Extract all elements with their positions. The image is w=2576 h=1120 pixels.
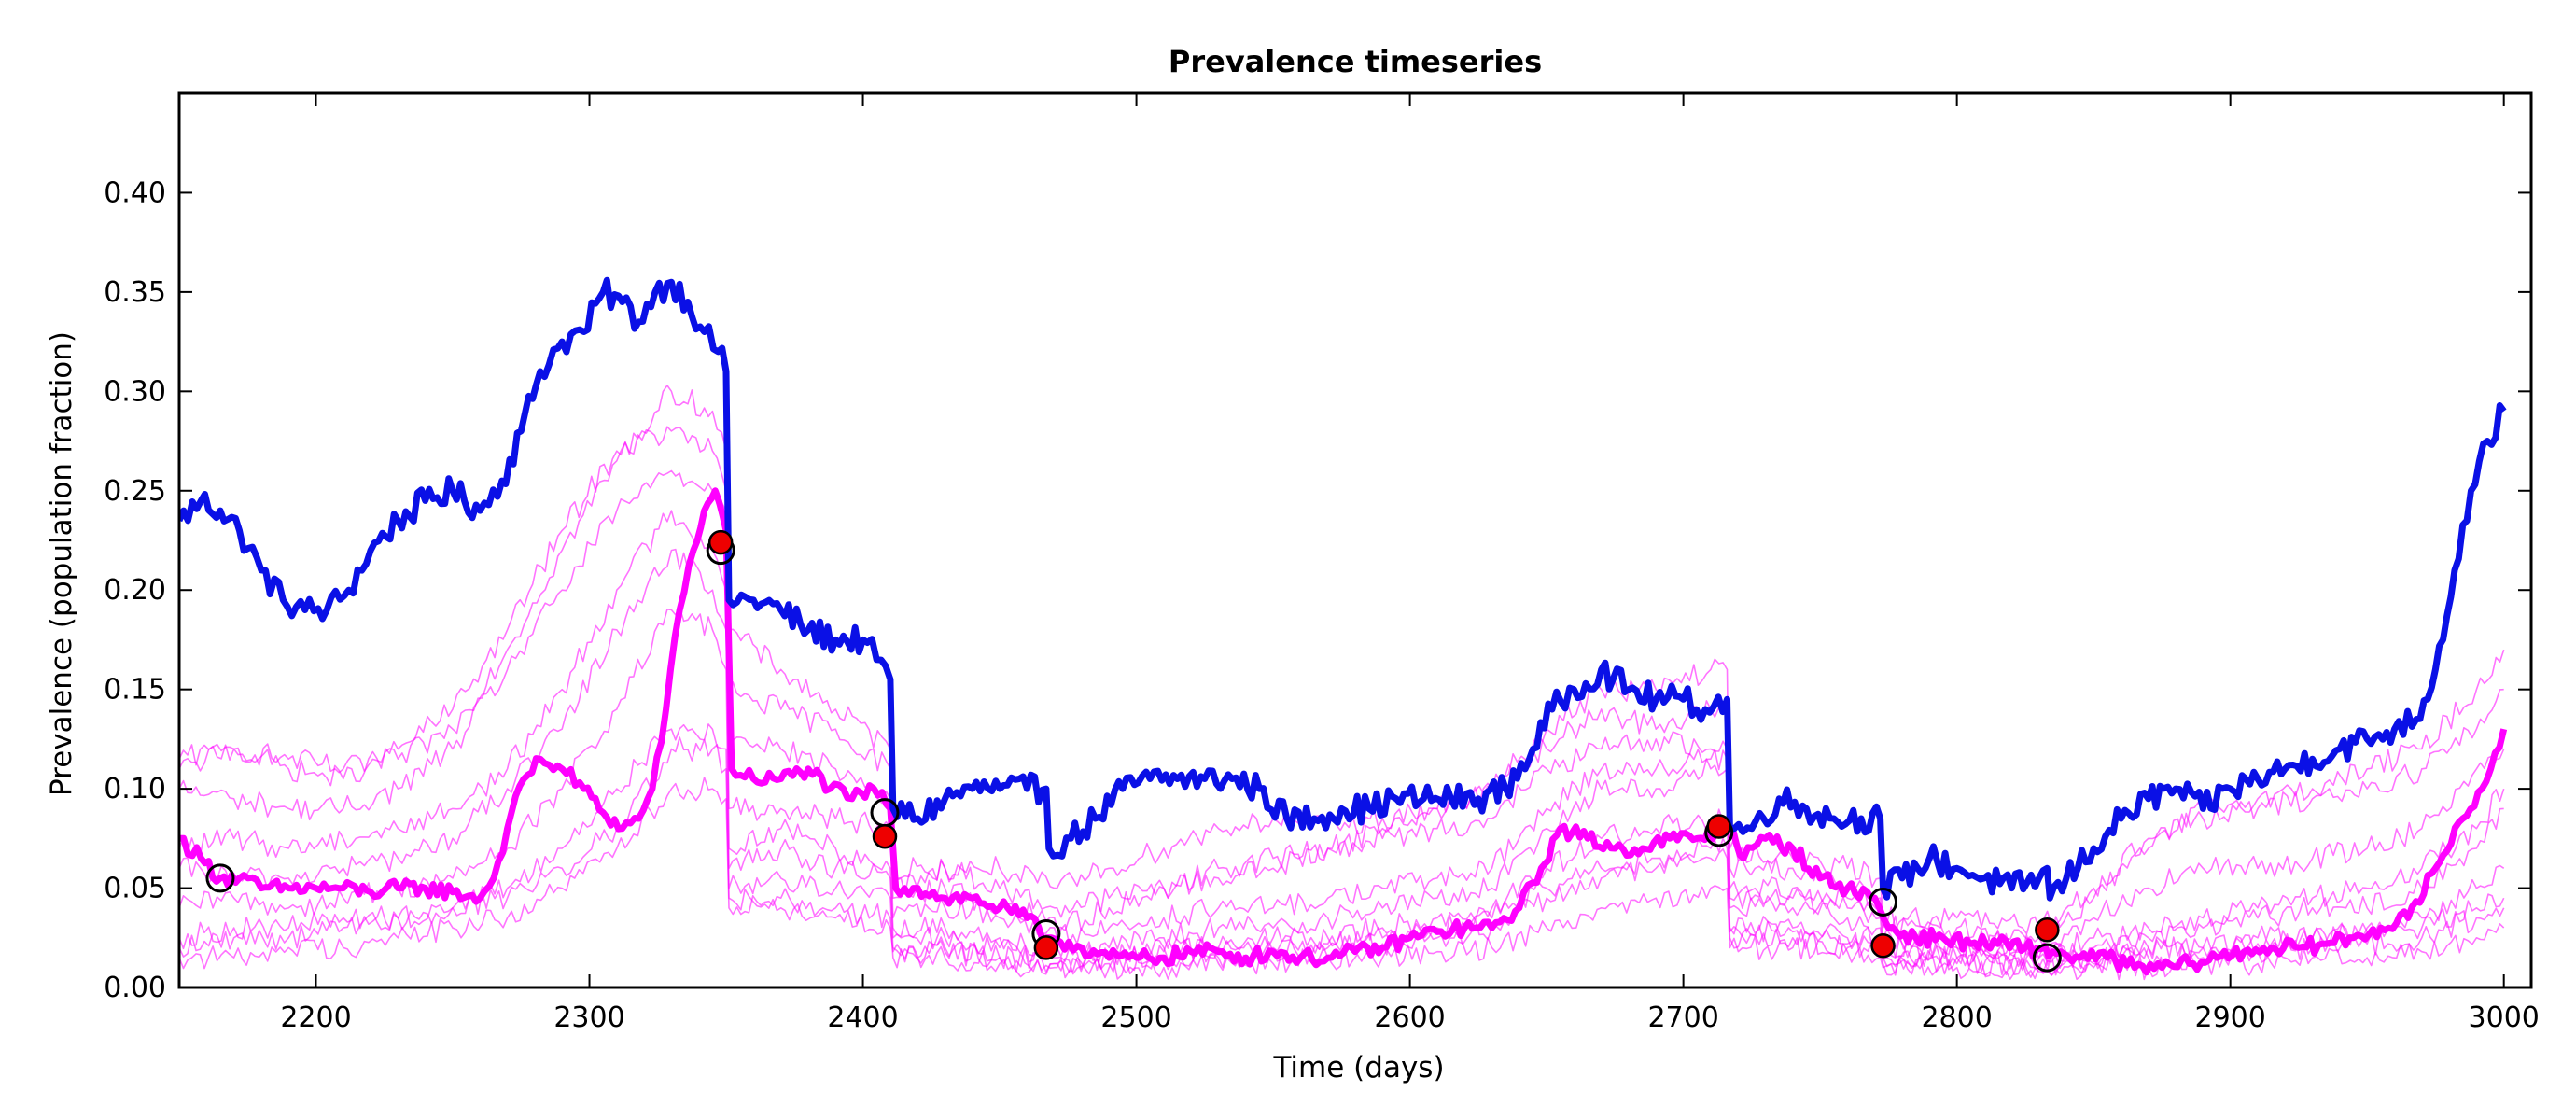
y-axis-label: Prevalence (population fraction): [45, 331, 78, 796]
x-tick-label: 2900: [2194, 1001, 2265, 1034]
chart-title: Prevalence timeseries: [1169, 44, 1542, 79]
series-line-thin-9: [179, 736, 2505, 975]
y-tick-label: 0.20: [104, 574, 166, 607]
y-tick-label: 0.00: [104, 972, 166, 1004]
series-layer: [179, 276, 2508, 981]
y-tick-label: 0.25: [104, 475, 166, 508]
marker-open-6: [1869, 887, 1898, 917]
marker-layer: [205, 529, 2062, 973]
x-tick-label: 2200: [280, 1001, 351, 1034]
marker-open-1: [205, 863, 235, 893]
x-tick-label: 2700: [1647, 1001, 1718, 1034]
series-line-total: [179, 276, 2507, 902]
plot-frame: [177, 91, 2533, 989]
marker-filled-4: [1706, 814, 1731, 839]
x-tick-label: 2400: [827, 1001, 898, 1034]
series-line-mean: [179, 487, 2508, 976]
y-tick-label: 0.15: [104, 674, 166, 707]
marker-filled-5: [1870, 933, 1896, 959]
series-line-thin-2: [179, 426, 2504, 935]
series-line-thin-1: [179, 385, 2505, 946]
marker-filled-6: [2035, 917, 2060, 943]
x-axis-label: Time (days): [1272, 1051, 1444, 1085]
x-tick-label: 2600: [1374, 1001, 1445, 1034]
series-line-thin-5: [179, 548, 2505, 962]
x-tick-label: 2800: [1921, 1001, 1992, 1034]
y-tick-label: 0.05: [104, 873, 166, 905]
series-line-thin-3: [179, 469, 2505, 957]
y-tick-label: 0.30: [104, 375, 166, 408]
marker-filled-3: [1033, 935, 1059, 960]
tick-layer: 2200 2300 2400 2500 2600 2700 2800 2900 3000 0.00…: [104, 93, 2540, 1034]
x-tick-label: 3000: [2469, 1001, 2540, 1034]
x-tick-label: 2300: [553, 1001, 624, 1034]
y-tick-label: 0.10: [104, 773, 166, 805]
marker-filled-1: [707, 529, 734, 555]
y-tick-label: 0.40: [104, 176, 166, 209]
marker-open-7: [2032, 943, 2062, 973]
y-tick-label: 0.35: [104, 276, 166, 309]
x-tick-label: 2500: [1100, 1001, 1171, 1034]
marker-filled-2: [872, 823, 898, 849]
